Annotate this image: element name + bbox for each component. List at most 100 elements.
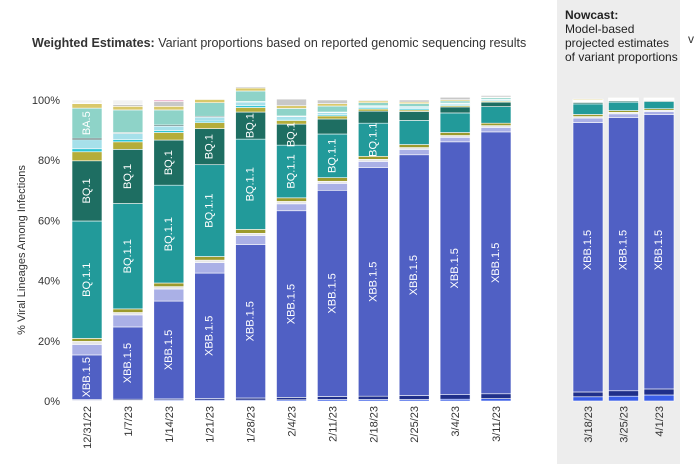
bar-segment bbox=[194, 272, 225, 399]
bar-segment bbox=[317, 180, 348, 184]
bar-segment bbox=[480, 122, 512, 126]
bar-segment bbox=[112, 139, 144, 143]
x-tick-label: 1/7/23 bbox=[123, 406, 135, 437]
bar-label: XBB.1.5 bbox=[163, 330, 175, 370]
bar-label: XBB.1.5 bbox=[367, 262, 379, 302]
bar-segment bbox=[194, 262, 225, 274]
bar-segment bbox=[357, 110, 389, 124]
x-tick-label: 1/21/23 bbox=[205, 406, 217, 443]
nowcast-title-rest: Model-based projected estimates of varia… bbox=[565, 22, 678, 64]
bar-segment bbox=[317, 396, 348, 400]
y-tick-label: 100% bbox=[32, 95, 60, 107]
bar-segment bbox=[317, 99, 348, 104]
bar-segment bbox=[398, 395, 430, 400]
bar-label: BQ.1.1 bbox=[326, 139, 338, 173]
bar-segment bbox=[398, 154, 430, 396]
bar-segment bbox=[357, 102, 389, 107]
bar-segment bbox=[398, 99, 430, 103]
bar-segment bbox=[235, 101, 266, 107]
bar-stack: XBB.1.5 bbox=[480, 95, 512, 402]
bar-segment bbox=[439, 100, 471, 104]
bar-segment bbox=[112, 99, 144, 105]
bar-segment bbox=[643, 111, 675, 115]
bar-segment bbox=[398, 103, 430, 107]
bar-segment bbox=[643, 114, 675, 390]
bar-label: BQ.1 bbox=[204, 134, 216, 159]
bar-segment bbox=[572, 117, 604, 123]
bar-segment bbox=[643, 394, 675, 402]
bar-segment bbox=[608, 97, 639, 99]
bar-segment bbox=[153, 125, 185, 132]
bar-segment bbox=[112, 109, 144, 133]
bar-segment bbox=[439, 106, 471, 114]
x-axis-ticks: 12/31/22 1/7/23 1/14/23 1/21/23 1/28/23 2/4/2… bbox=[82, 406, 666, 449]
bar-stack: XBB.1.5 BQ.1.1 bbox=[357, 99, 389, 402]
chart-title-rest: Variant proportions based on reported ge… bbox=[154, 36, 527, 50]
y-tick-label: 60% bbox=[38, 215, 60, 227]
bar-segment bbox=[153, 101, 185, 107]
bar-label: XBB.1.5 bbox=[326, 273, 338, 313]
bar-segment bbox=[572, 114, 604, 117]
bar-segment bbox=[153, 132, 185, 141]
bar-segment bbox=[235, 87, 266, 92]
bar-segment bbox=[235, 111, 266, 140]
chart-title: Weighted Estimates: Variant proportions … bbox=[32, 36, 532, 51]
bar-segment bbox=[276, 98, 307, 107]
bar-segment bbox=[194, 164, 225, 257]
bar-segment bbox=[276, 197, 307, 202]
bar-segment bbox=[317, 190, 348, 397]
bar-segment bbox=[153, 282, 185, 287]
bar-segment bbox=[480, 106, 512, 124]
bar-segment bbox=[608, 390, 639, 397]
bar-label: XBB.1.5 bbox=[81, 357, 93, 397]
bar-segment bbox=[71, 220, 103, 339]
bar-segment bbox=[112, 308, 144, 313]
bar-segment bbox=[643, 388, 675, 396]
bar-label: BQ.1 bbox=[245, 113, 257, 138]
x-tick-label: 3/25/23 bbox=[619, 406, 631, 443]
bar-stack: XBB.1.5 bbox=[439, 96, 471, 402]
bar-segment bbox=[71, 99, 103, 104]
bar-stack: XBB.1.5 BQ.1.1 BQ.1 bbox=[153, 99, 185, 402]
bar-stack: XBB.1.5 BQ.1.1 BQ.1 bbox=[194, 98, 225, 402]
bar-label: XBB.1.5 bbox=[204, 316, 216, 356]
bar-segment bbox=[480, 131, 512, 395]
bar-segment bbox=[194, 102, 225, 117]
bar-segment bbox=[357, 167, 389, 397]
bar-segment bbox=[480, 95, 512, 98]
bar-segment bbox=[317, 118, 348, 135]
bar-segment bbox=[112, 149, 144, 204]
bar-segment bbox=[153, 106, 185, 111]
bar-segment bbox=[235, 138, 266, 230]
bar-label: XBB.1.5 bbox=[618, 230, 630, 270]
bar-segment bbox=[317, 112, 348, 116]
y-axis-label: % Viral Lineages Among Infections bbox=[16, 165, 28, 335]
bar-segment bbox=[357, 161, 389, 168]
bar-segment bbox=[357, 99, 389, 102]
bar-segment bbox=[480, 101, 512, 107]
x-tick-label: 3/4/23 bbox=[450, 406, 462, 437]
bar-label: BQ.1.1 bbox=[245, 167, 257, 201]
bar-segment bbox=[194, 122, 225, 129]
bar-label: XBB.1.5 bbox=[286, 284, 298, 324]
bar-segment bbox=[71, 354, 103, 400]
x-tick-label: 2/25/23 bbox=[409, 406, 421, 443]
bar-segment bbox=[194, 256, 225, 261]
bar-segment bbox=[439, 112, 471, 133]
bar-segment bbox=[71, 151, 103, 162]
bar-stack: XBB.1.5 BQ.1.1 BQ.1 BA.5 bbox=[71, 99, 103, 402]
bar-segment bbox=[71, 341, 103, 345]
bar-segment bbox=[153, 286, 185, 290]
bar-segment bbox=[439, 132, 471, 136]
bar-label: XBB.1.5 bbox=[408, 255, 420, 295]
chart-title-bold: Weighted Estimates: bbox=[32, 36, 155, 50]
bar-segment bbox=[153, 139, 185, 186]
bar-segment bbox=[480, 398, 512, 402]
bar-segment bbox=[235, 90, 266, 102]
bar-segment bbox=[276, 203, 307, 212]
bar-segment bbox=[71, 139, 103, 150]
bar-segment bbox=[439, 394, 471, 400]
bar-segment bbox=[480, 127, 512, 133]
bar-segment bbox=[317, 105, 348, 113]
